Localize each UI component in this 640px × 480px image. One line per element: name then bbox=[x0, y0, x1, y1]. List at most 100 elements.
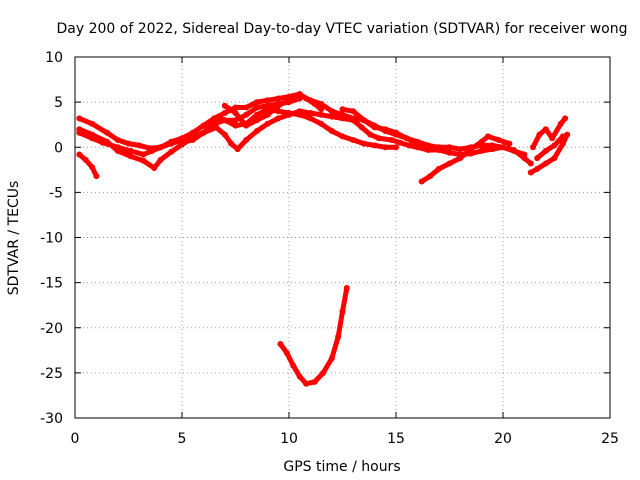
data-point bbox=[275, 95, 282, 102]
data-point bbox=[388, 137, 395, 143]
data-point bbox=[495, 137, 502, 143]
data-point bbox=[232, 110, 239, 116]
data-point bbox=[253, 104, 260, 111]
data-point bbox=[446, 144, 453, 151]
data-point bbox=[114, 144, 121, 151]
y-axis-label: SDTVAR / TECUs bbox=[6, 181, 22, 296]
data-point bbox=[405, 142, 412, 149]
data-point bbox=[253, 128, 260, 134]
data-point bbox=[536, 131, 543, 138]
data-point bbox=[136, 142, 143, 149]
x-tick-label: 10 bbox=[280, 431, 298, 447]
data-point bbox=[360, 117, 367, 124]
data-point bbox=[76, 151, 83, 158]
data-point bbox=[127, 147, 134, 154]
data-point bbox=[542, 147, 549, 154]
x-axis-label: GPS time / hours bbox=[283, 459, 400, 475]
data-point bbox=[275, 102, 282, 109]
y-tick-label: -25 bbox=[40, 366, 63, 382]
series-arc-5 bbox=[179, 106, 399, 151]
data-point bbox=[425, 142, 432, 149]
data-point bbox=[151, 165, 158, 171]
data-point bbox=[275, 108, 282, 115]
data-point bbox=[221, 110, 228, 116]
data-point bbox=[551, 155, 558, 162]
x-tick-label: 0 bbox=[71, 431, 80, 447]
data-point bbox=[350, 108, 357, 115]
y-tick-label: 5 bbox=[54, 95, 63, 111]
data-point bbox=[350, 137, 357, 143]
y-tick-label: 0 bbox=[54, 140, 63, 156]
data-point bbox=[157, 156, 164, 163]
data-point bbox=[234, 146, 241, 153]
data-point bbox=[527, 169, 534, 176]
data-point bbox=[114, 137, 121, 143]
data-point bbox=[264, 97, 271, 104]
data-point bbox=[82, 156, 89, 163]
data-point bbox=[403, 135, 410, 142]
data-point bbox=[371, 142, 378, 149]
data-series bbox=[76, 91, 571, 387]
data-point bbox=[435, 165, 442, 172]
data-point bbox=[140, 151, 147, 158]
data-point bbox=[168, 140, 175, 147]
data-point bbox=[157, 144, 164, 151]
data-point bbox=[339, 133, 346, 140]
data-point bbox=[307, 110, 314, 116]
data-point bbox=[506, 140, 513, 147]
data-point bbox=[557, 120, 564, 127]
data-point bbox=[140, 157, 147, 164]
data-point bbox=[296, 111, 303, 118]
data-point bbox=[393, 129, 399, 136]
series-arc-9 bbox=[527, 131, 571, 176]
data-point bbox=[303, 380, 310, 387]
data-point bbox=[296, 373, 303, 380]
series-line bbox=[534, 133, 566, 161]
series-line bbox=[179, 106, 399, 150]
data-point bbox=[213, 124, 220, 131]
data-point bbox=[397, 139, 404, 146]
data-point bbox=[296, 91, 303, 98]
series-line bbox=[419, 133, 512, 184]
data-point bbox=[510, 147, 517, 154]
data-point bbox=[179, 138, 185, 145]
data-point bbox=[562, 115, 569, 122]
data-point bbox=[367, 131, 374, 138]
series-arc-7 bbox=[418, 133, 513, 185]
data-point bbox=[500, 144, 506, 151]
data-point bbox=[542, 160, 549, 167]
data-point bbox=[534, 165, 541, 172]
data-point bbox=[243, 104, 250, 111]
data-point bbox=[200, 129, 207, 136]
data-point bbox=[382, 144, 389, 151]
data-point bbox=[264, 120, 271, 127]
data-point bbox=[549, 135, 556, 142]
data-point bbox=[318, 111, 325, 118]
data-point bbox=[93, 173, 100, 180]
data-point bbox=[286, 97, 292, 104]
data-point bbox=[339, 106, 346, 113]
data-point bbox=[277, 341, 284, 347]
data-point bbox=[335, 333, 342, 340]
data-point bbox=[264, 111, 271, 118]
data-point bbox=[127, 153, 134, 160]
data-point bbox=[290, 362, 297, 369]
data-point bbox=[89, 164, 96, 171]
data-point bbox=[318, 120, 325, 127]
ticks: 0 5 10 15 20 25 -30 -25 -20 -15 -10 -5 0 5 10 bbox=[40, 50, 619, 447]
data-point bbox=[320, 369, 327, 376]
data-point bbox=[435, 144, 442, 151]
data-point bbox=[393, 144, 399, 151]
data-point bbox=[339, 308, 346, 315]
data-point bbox=[446, 149, 453, 156]
data-point bbox=[559, 140, 566, 147]
data-point bbox=[189, 137, 196, 143]
data-point bbox=[328, 113, 335, 120]
y-tick-label: -20 bbox=[40, 321, 63, 337]
series-arc-8 bbox=[76, 151, 100, 180]
data-point bbox=[328, 128, 335, 134]
data-point bbox=[358, 124, 365, 131]
data-point bbox=[283, 350, 290, 356]
